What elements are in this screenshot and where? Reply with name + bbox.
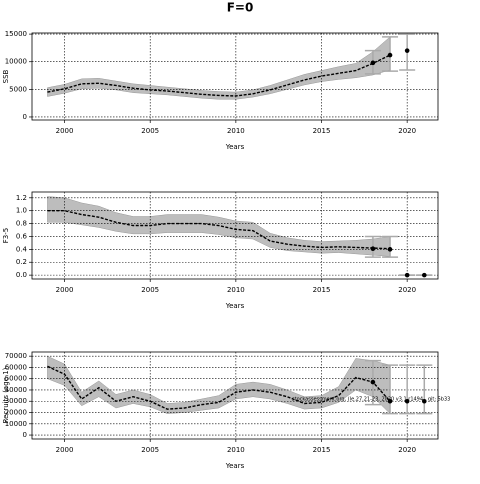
point (404, 272, 410, 278)
point (387, 247, 393, 252)
x-tick-label: 2010 (227, 446, 245, 454)
y-tick-label: 0 (23, 113, 27, 121)
x-tick-label: 2000 (56, 446, 74, 454)
x-tick-label: 2010 (227, 286, 245, 294)
point (370, 379, 376, 385)
y-axis-label: SSB (2, 69, 10, 83)
y-tick-label: 15000 (5, 30, 27, 38)
y-tick-label: 30000 (5, 397, 27, 405)
y-tick-label: 0.8 (16, 220, 27, 228)
point (370, 60, 376, 66)
estimate-line (47, 365, 391, 410)
plot-area (32, 33, 438, 120)
estimate-line (47, 54, 391, 97)
x-axis-label: Years (225, 462, 245, 470)
y-tick-label: 0 (23, 431, 27, 439)
y-tick-label: 0.6 (16, 232, 28, 240)
plot-area (32, 352, 438, 439)
x-tick-label: 2005 (141, 446, 159, 454)
x-tick-label: 2005 (141, 286, 159, 294)
x-tick-label: 2000 (56, 286, 74, 294)
x-tick-label: 2015 (313, 127, 331, 135)
x-tick-label: 2000 (56, 127, 74, 135)
axes-frame (31, 32, 439, 121)
error-bar (382, 235, 399, 258)
figure-title: F=0 (227, 1, 254, 15)
y-tick-label: 0.2 (16, 258, 27, 266)
confidence-band (47, 355, 391, 415)
point (387, 52, 393, 58)
x-tick-label: 2005 (141, 127, 159, 135)
y-tick-label: 20000 (5, 409, 27, 417)
confidence-band (47, 36, 391, 100)
y-tick-label: 0.4 (16, 245, 28, 253)
point (404, 48, 410, 53)
x-tick-label: 2020 (398, 286, 416, 294)
x-tick-label: 2010 (227, 127, 245, 135)
y-tick-label: 10000 (5, 420, 27, 428)
point (370, 246, 376, 252)
estimate-line (47, 209, 391, 250)
point (421, 398, 427, 404)
y-tick-label: 70000 (5, 352, 27, 360)
axes-frame (31, 191, 439, 280)
y-tick-label: 1.2 (16, 194, 27, 202)
x-tick-label: 2020 (398, 127, 416, 135)
x-axis-label: Years (225, 143, 245, 151)
x-tick-label: 2015 (313, 286, 331, 294)
axes-frame (31, 351, 439, 440)
y-tick-label: 1.0 (16, 207, 27, 215)
x-tick-label: 2015 (313, 446, 331, 454)
x-axis-label: Years (225, 302, 245, 310)
annotation: stockassessment.org, (le.27.21-23, 2020 … (292, 397, 450, 403)
y-tick-label: 50000 (5, 375, 27, 383)
error-bar (382, 364, 399, 415)
y-tick-label: 5000 (9, 85, 27, 93)
point (421, 272, 427, 278)
y-axis-label: Recruits (age 1) (2, 367, 10, 423)
y-tick-label: 10000 (5, 58, 27, 66)
error-bar (399, 364, 416, 415)
y-tick-label: 60000 (5, 363, 27, 371)
y-tick-label: 0.0 (16, 271, 27, 279)
confidence-band (47, 196, 391, 257)
point (387, 398, 393, 404)
y-axis-label: F3-5 (2, 228, 10, 243)
x-tick-label: 2020 (398, 446, 416, 454)
plot-area (32, 192, 438, 279)
y-tick-label: 40000 (5, 386, 27, 394)
point (404, 398, 410, 404)
error-bar (416, 364, 433, 415)
